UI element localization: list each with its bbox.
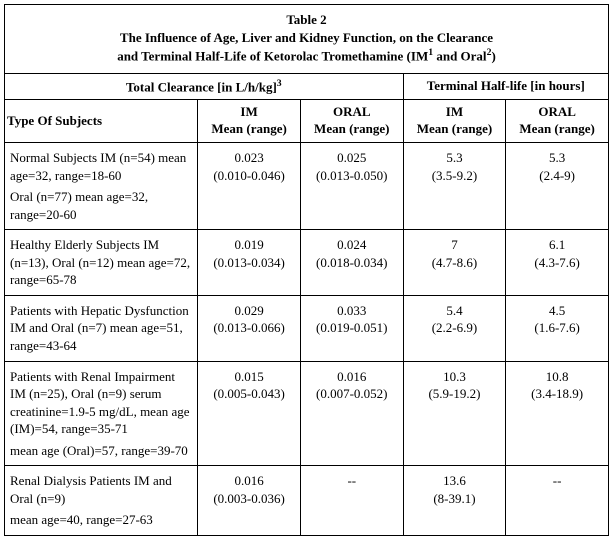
row-subjects: Normal Subjects IM (n=54) mean age=32, r… <box>5 143 198 230</box>
table-row: Healthy Elderly Subjects IM (n=13), Oral… <box>5 230 609 296</box>
cell-oral-clear: -- <box>300 466 403 536</box>
cell-im-hl: 10.3(5.9-19.2) <box>403 361 506 466</box>
cell-oral-hl: 4.5(1.6-7.6) <box>506 295 609 361</box>
cell-im-clear: 0.019(0.013-0.034) <box>198 230 301 296</box>
title-line1: The Influence of Age, Liver and Kidney F… <box>120 30 493 45</box>
col-oral-hl: ORAL Mean (range) <box>506 100 609 143</box>
cell-im-hl: 5.4(2.2-6.9) <box>403 295 506 361</box>
row-subjects: Patients with Hepatic Dysfunction IM and… <box>5 295 198 361</box>
cell-oral-hl: -- <box>506 466 609 536</box>
table-row: Patients with Hepatic Dysfunction IM and… <box>5 295 609 361</box>
cell-oral-clear: 0.025(0.013-0.050) <box>300 143 403 230</box>
row-subjects: Healthy Elderly Subjects IM (n=13), Oral… <box>5 230 198 296</box>
cell-oral-clear: 0.016(0.007-0.052) <box>300 361 403 466</box>
cell-oral-hl: 6.1(4.3-7.6) <box>506 230 609 296</box>
col-oral-clear: ORAL Mean (range) <box>300 100 403 143</box>
row-subjects: Renal Dialysis Patients IM and Oral (n=9… <box>5 466 198 536</box>
cell-im-clear: 0.023(0.010-0.046) <box>198 143 301 230</box>
cell-im-hl: 13.6(8-39.1) <box>403 466 506 536</box>
cell-im-hl: 5.3(3.5-9.2) <box>403 143 506 230</box>
col-im-hl: IM Mean (range) <box>403 100 506 143</box>
table-row: Normal Subjects IM (n=54) mean age=32, r… <box>5 143 609 230</box>
table-title: Table 2 The Influence of Age, Liver and … <box>5 5 609 74</box>
table-row: Renal Dialysis Patients IM and Oral (n=9… <box>5 466 609 536</box>
cell-im-hl: 7(4.7-8.6) <box>403 230 506 296</box>
cell-oral-clear: 0.033(0.019-0.051) <box>300 295 403 361</box>
cell-im-clear: 0.015(0.005-0.043) <box>198 361 301 466</box>
table-number: Table 2 <box>286 12 326 27</box>
pk-table: Table 2 The Influence of Age, Liver and … <box>4 4 609 536</box>
cell-oral-clear: 0.024(0.018-0.034) <box>300 230 403 296</box>
title-line2-pre: and Terminal Half-Life of Ketorolac Trom… <box>117 48 428 63</box>
row-subjects: Patients with Renal Impairment IM (n=25)… <box>5 361 198 466</box>
cell-im-clear: 0.016(0.003-0.036) <box>198 466 301 536</box>
cell-im-clear: 0.029(0.013-0.066) <box>198 295 301 361</box>
title-line2-post: ) <box>491 48 495 63</box>
col-im-clear: IM Mean (range) <box>198 100 301 143</box>
cell-oral-hl: 10.8(3.4-18.9) <box>506 361 609 466</box>
halflife-header: Terminal Half-life [in hours] <box>403 73 608 99</box>
clearance-header: Total Clearance [in L/h/kg]3 <box>5 73 404 99</box>
table-row: Patients with Renal Impairment IM (n=25)… <box>5 361 609 466</box>
title-line2-mid: and Oral <box>433 48 486 63</box>
cell-oral-hl: 5.3(2.4-9) <box>506 143 609 230</box>
col-subjects: Type Of Subjects <box>5 100 198 143</box>
